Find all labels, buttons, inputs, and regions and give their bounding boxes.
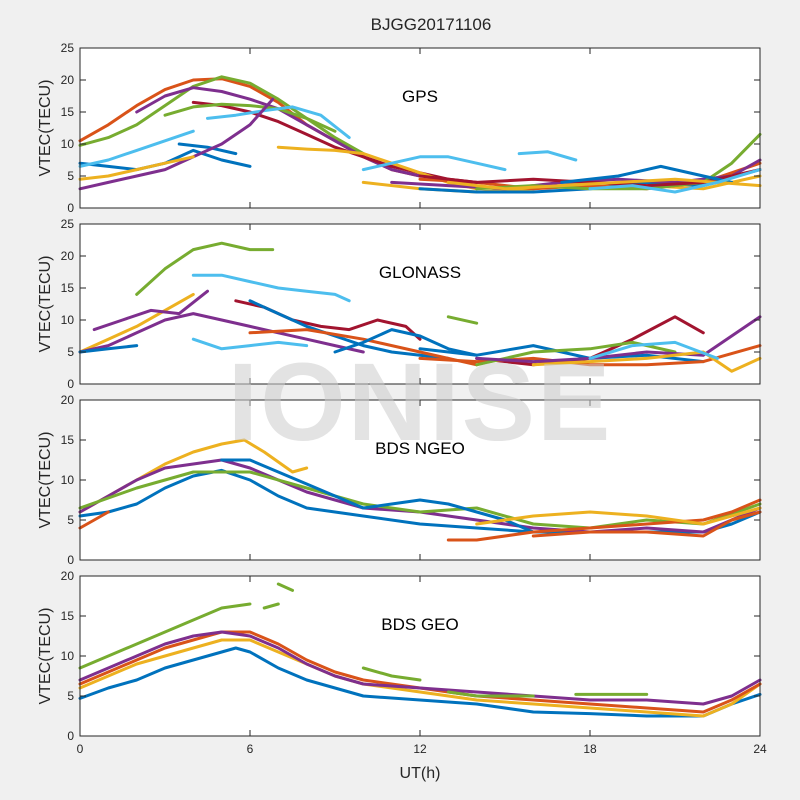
series-line-10: [446, 315, 479, 325]
series-line-6: [206, 105, 351, 140]
y-axis-label: VTEC(TECU): [37, 608, 54, 705]
y-tick-label: 10: [61, 649, 75, 663]
y-tick-label: 10: [61, 313, 75, 327]
series-line-21: [560, 164, 734, 184]
series-line-6: [78, 312, 365, 354]
x-tick-label: 18: [583, 742, 597, 756]
y-tick-label: 0: [67, 553, 74, 567]
series-line-2: [78, 75, 365, 156]
y-axis-label: VTEC(TECU): [37, 80, 54, 177]
y-tick-label: 5: [67, 169, 74, 183]
y-tick-label: 0: [67, 729, 74, 743]
series-line-11: [333, 328, 479, 357]
series-line-6: [262, 602, 280, 610]
series-line-4: [78, 470, 762, 530]
series-line-7: [276, 582, 294, 592]
y-tick-label: 5: [67, 513, 74, 527]
series-line-5: [163, 102, 337, 133]
y-tick-label: 0: [67, 377, 74, 391]
series-line-3: [78, 630, 762, 714]
series-line-13: [517, 150, 578, 162]
series-line-9: [78, 129, 195, 168]
y-tick-label: 5: [67, 345, 74, 359]
series-line-5: [78, 510, 110, 530]
panel-bds-geo: 0 5 10 15 20 0 6 12 18 24 VTEC(TECU) BDS GEO: [37, 569, 767, 756]
y-tick-label: 25: [61, 217, 75, 231]
y-tick-label: 15: [61, 609, 75, 623]
series-line-2: [78, 292, 195, 354]
series-line-9: [446, 690, 535, 698]
x-axis-label: UT(h): [400, 765, 441, 782]
series-line-8: [361, 666, 422, 682]
panel-label: BDS NGEO: [375, 439, 465, 458]
series-line-7: [446, 498, 762, 542]
series-line-4: [78, 630, 762, 706]
y-tick-label: 15: [61, 281, 75, 295]
series-line-5: [78, 602, 252, 670]
y-tick-label: 20: [61, 393, 75, 407]
series-line-8: [475, 506, 762, 526]
x-tick-label: 24: [753, 742, 767, 756]
series-line-1: [135, 241, 275, 296]
y-tick-label: 10: [61, 137, 75, 151]
x-tick-label: 0: [77, 742, 84, 756]
series-line-4: [191, 273, 351, 303]
x-tick-label: 6: [247, 742, 254, 756]
chart-title: BJGG20171106: [371, 15, 492, 34]
panels-group: 0 5 10 15 20 25 VTEC(TECU) GPS 0 5 10 15 20 25 VTEC(TE…: [37, 41, 767, 756]
y-tick-label: 20: [61, 249, 75, 263]
y-tick-label: 10: [61, 473, 75, 487]
y-tick-label: 15: [61, 105, 75, 119]
series-line-14: [418, 344, 762, 367]
series-line-8: [248, 299, 450, 360]
panel-glonass: 0 5 10 15 20 25 VTEC(TECU) GLONASS: [37, 217, 762, 391]
y-tick-label: 20: [61, 569, 75, 583]
series-line-11: [78, 155, 195, 181]
series-line-6: [220, 458, 535, 534]
y-tick-label: 25: [61, 41, 75, 55]
panel-label: GLONASS: [379, 263, 461, 282]
panel-gps: 0 5 10 15 20 25 VTEC(TECU) GPS: [37, 41, 762, 215]
series-line-14: [361, 155, 507, 172]
series-line-18: [588, 340, 719, 360]
y-tick-label: 5: [67, 689, 74, 703]
series-line-8: [177, 142, 238, 156]
series-line-9: [248, 328, 479, 367]
y-tick-label: 0: [67, 201, 74, 215]
series-line-16: [475, 315, 762, 364]
panel-label: BDS GEO: [381, 615, 458, 634]
series-line-5: [191, 337, 309, 351]
series-line-17: [531, 350, 762, 373]
series-line-23: [588, 168, 762, 194]
y-tick-label: 15: [61, 433, 75, 447]
y-tick-label: 20: [61, 73, 75, 87]
series-line-9: [531, 510, 762, 538]
series-line-1: [78, 646, 762, 718]
panel-bds-ngeo: 0 5 10 15 20 VTEC(TECU) BDS NGEO: [37, 393, 762, 567]
y-axis-label: VTEC(TECU): [37, 256, 54, 353]
series-line-19: [78, 344, 139, 354]
series-line-12: [475, 315, 705, 367]
watermark: IONISE: [228, 341, 613, 464]
y-axis-label: VTEC(TECU): [37, 432, 54, 529]
x-tick-label: 12: [413, 742, 427, 756]
panel-label: GPS: [402, 87, 438, 106]
series-line-3: [92, 289, 209, 332]
series-line-10: [78, 97, 275, 191]
